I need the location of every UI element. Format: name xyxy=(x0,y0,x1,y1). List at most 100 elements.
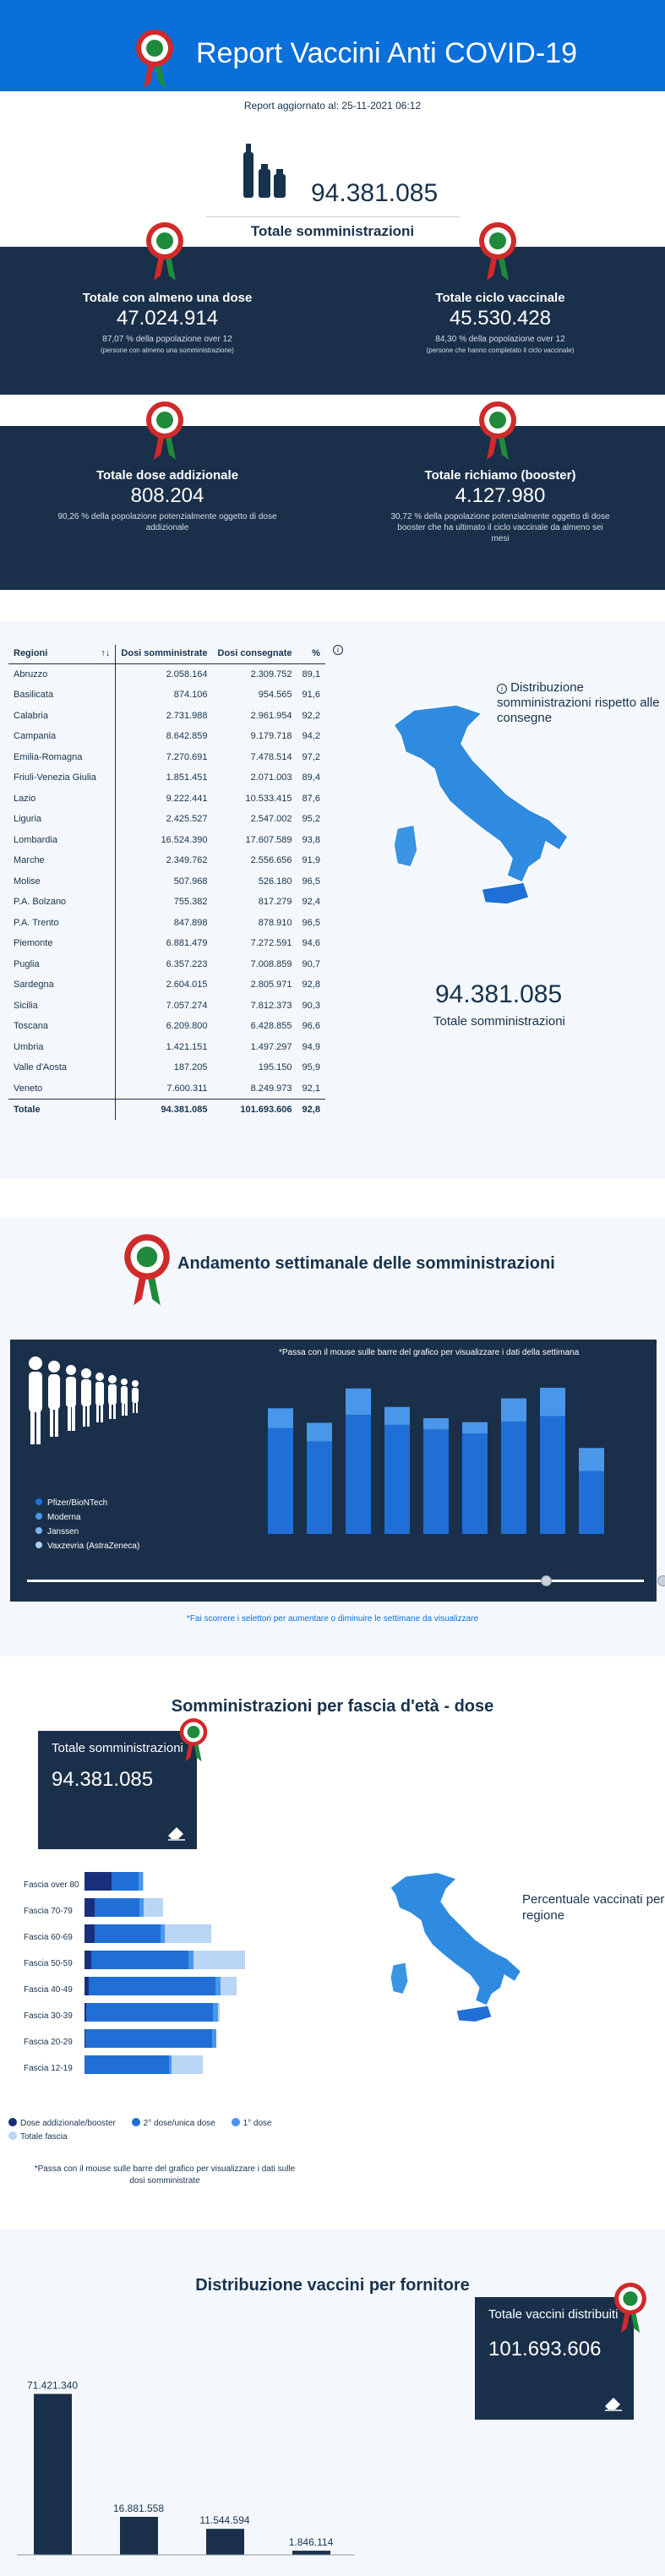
percent-cell: 96,5 xyxy=(302,917,320,928)
supplier-bar[interactable] xyxy=(292,2551,330,2555)
weekly-bar-pfizer[interactable] xyxy=(307,1441,332,1534)
age-bar-segment[interactable] xyxy=(91,1951,188,1969)
age-bar-segment[interactable] xyxy=(161,1924,165,1943)
age-bar-segment[interactable] xyxy=(84,1951,91,1969)
slider-handle-end[interactable] xyxy=(657,1575,665,1586)
age-bar-segment[interactable] xyxy=(84,1924,95,1943)
administered-cell: 16.524.390 xyxy=(115,829,213,850)
weekly-bar-chart[interactable] xyxy=(259,1373,631,1568)
age-bar-segment[interactable] xyxy=(139,1872,143,1891)
weekly-bar-moderna[interactable] xyxy=(384,1406,410,1425)
kpi-full-cycle: Totale ciclo vaccinale 45.530.428 84,30 … xyxy=(357,291,644,354)
weekly-bar-pfizer[interactable] xyxy=(462,1433,488,1534)
total-row: Totale 94.381.085 101.693.606 92,8 xyxy=(8,1098,325,1120)
kpi-at-least-one-dose: Totale con almeno una dose 47.024.914 87… xyxy=(24,291,311,354)
delivered-cell: 7.272.591 xyxy=(250,938,292,949)
legend-item: Totale fascia xyxy=(8,2131,272,2144)
kpi-additional-dose: Totale dose addizionale 808.204 90,26 % … xyxy=(24,468,311,533)
age-bar-segment[interactable] xyxy=(86,2003,213,2022)
region-name-cell: Sicilia xyxy=(14,1000,38,1011)
kpi-percent: 84,30 % della popolazione over 12 xyxy=(435,335,565,344)
administered-cell: 7.270.691 xyxy=(115,746,213,767)
percent-cell: 92,2 xyxy=(302,710,320,721)
weekly-bar-pfizer[interactable] xyxy=(579,1471,604,1534)
sort-icon[interactable]: ↑↓ xyxy=(101,648,111,658)
administered-cell: 6.209.800 xyxy=(115,1016,213,1037)
age-bar-segment[interactable] xyxy=(84,2003,86,2022)
age-bar-segment[interactable] xyxy=(84,1898,95,1917)
age-bar-segment[interactable] xyxy=(84,1872,112,1891)
eraser-icon[interactable] xyxy=(166,1824,187,1841)
eraser-icon[interactable] xyxy=(603,2394,624,2411)
supplier-bar[interactable] xyxy=(34,2393,72,2555)
percent-cell: 92,1 xyxy=(302,1083,320,1094)
age-bar-segment[interactable] xyxy=(139,1898,144,1917)
col-header-regions[interactable]: Regioni ↑↓ xyxy=(8,645,116,664)
weekly-bar-pfizer[interactable] xyxy=(346,1415,371,1534)
weekly-bar-pfizer[interactable] xyxy=(268,1427,293,1534)
col-header-percent[interactable]: % xyxy=(297,645,325,664)
weekly-bar-pfizer[interactable] xyxy=(501,1421,526,1534)
weekly-bar-moderna[interactable] xyxy=(540,1388,565,1416)
col-header-administered[interactable]: Dosi somministrate xyxy=(115,645,213,664)
supplier-bar-chart[interactable]: 71.421.340 16.881.558 11.544.594 1.846.114 xyxy=(17,2365,355,2576)
table-row: Puglia 6.357.223 7.008.859 90,7 xyxy=(8,953,325,974)
weekly-bar-moderna[interactable] xyxy=(501,1398,526,1422)
weekly-bar-pfizer[interactable] xyxy=(423,1429,449,1534)
percent-cell: 94,2 xyxy=(302,731,320,742)
age-bar-segment[interactable] xyxy=(169,2055,172,2074)
weekly-bar-moderna[interactable] xyxy=(579,1448,604,1471)
region-name-cell: Puglia xyxy=(14,958,40,969)
weekly-bar-moderna[interactable] xyxy=(268,1408,293,1428)
table-row: Emilia-Romagna 7.270.691 7.478.514 97,2 xyxy=(8,746,325,767)
age-bar-segment[interactable] xyxy=(84,2055,169,2074)
italy-map[interactable] xyxy=(380,701,583,938)
age-bar-segment[interactable] xyxy=(85,2029,212,2048)
supplier-bar[interactable] xyxy=(120,2516,158,2555)
page-header: Report Vaccini Anti COVID-19 xyxy=(0,0,665,91)
age-bar-segment[interactable] xyxy=(84,2029,85,2048)
age-bar-segment[interactable] xyxy=(212,2029,216,2048)
weekly-bar-moderna[interactable] xyxy=(307,1422,332,1442)
percent-cell: 89,4 xyxy=(302,772,320,783)
age-bar-chart[interactable] xyxy=(84,1866,338,2094)
total-delivered-cell: 101.693.606 xyxy=(212,1098,297,1120)
age-bar-segment[interactable] xyxy=(213,2003,218,2022)
total-administered-cell: 94.381.085 xyxy=(115,1098,213,1120)
supplier-bar[interactable] xyxy=(206,2529,244,2555)
age-bar-segment[interactable] xyxy=(95,1898,139,1917)
region-name-cell: Piemonte xyxy=(14,938,53,949)
weekly-bar-pfizer[interactable] xyxy=(384,1424,410,1534)
info-icon[interactable]: i xyxy=(333,645,343,655)
age-legend: Dose addizionale/booster 2° dose/unica d… xyxy=(8,2117,272,2144)
age-bar-segment[interactable] xyxy=(95,1924,161,1943)
weekly-bar-moderna[interactable] xyxy=(346,1388,371,1416)
percent-cell: 94,9 xyxy=(302,1041,320,1052)
percent-cell: 90,7 xyxy=(302,958,320,969)
weekly-bar-moderna[interactable] xyxy=(462,1422,488,1434)
age-band-label: Fascia 30-39 xyxy=(24,2011,73,2021)
slider-handle-start[interactable] xyxy=(541,1575,552,1586)
table-row: Friuli-Venezia Giulia 1.851.451 2.071.003 8… xyxy=(8,767,325,789)
last-updated-text: Report aggiornato al: 25-11-2021 06:12 xyxy=(243,100,422,112)
total-percent-cell: 92,8 xyxy=(297,1098,325,1120)
table-row: Abruzzo 2.058.164 2.309.752 89,1 xyxy=(8,663,325,685)
table-row: Basilicata 874.106 954.565 91,6 xyxy=(8,685,325,706)
region-name-cell: Marche xyxy=(14,855,45,866)
age-bar-segment[interactable] xyxy=(112,1872,139,1891)
supplier-bar-value: 16.881.558 xyxy=(113,2502,164,2514)
italy-map-percent[interactable] xyxy=(380,1847,532,2071)
week-range-slider[interactable] xyxy=(27,1575,665,1586)
weekly-bar-pfizer[interactable] xyxy=(540,1416,565,1534)
age-bar-segment[interactable] xyxy=(89,1977,215,1995)
age-bar-segment[interactable] xyxy=(84,1977,89,1995)
delivered-cell: 9.179.718 xyxy=(250,731,292,742)
age-bar-segment[interactable] xyxy=(188,1951,194,1969)
info-icon[interactable]: i xyxy=(497,684,507,694)
age-bar-segment[interactable] xyxy=(215,1977,221,1995)
region-name-cell: Veneto xyxy=(14,1083,43,1094)
weekly-bar-moderna[interactable] xyxy=(423,1418,449,1430)
delivered-cell: 2.547.002 xyxy=(250,814,292,825)
col-header-delivered[interactable]: Dosi consegnate xyxy=(212,645,297,664)
percent-cell: 96,5 xyxy=(302,876,320,887)
